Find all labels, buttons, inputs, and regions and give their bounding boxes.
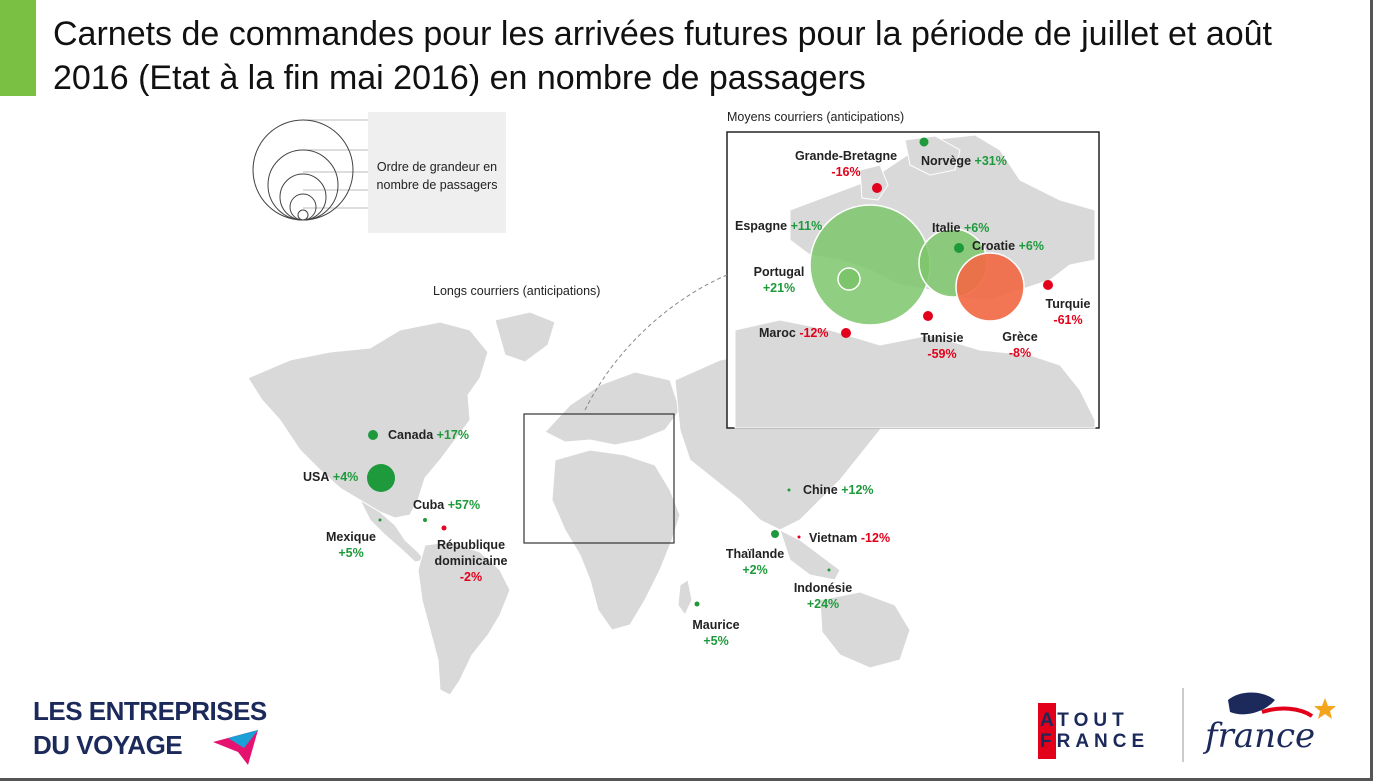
title-accent-bar — [0, 0, 36, 96]
label-republique-dominicaine: République dominicaine -2% — [434, 538, 508, 584]
marker-cuba — [423, 518, 427, 522]
marker-indonesie — [827, 568, 831, 572]
marker-usa — [367, 464, 395, 492]
marker-maurice — [694, 601, 700, 607]
zoom-connector-line — [584, 274, 728, 411]
label-croatie: Croatie +6% — [972, 239, 1044, 253]
legend-box — [368, 112, 506, 233]
page-title: Carnets de commandes pour les arrivées f… — [53, 15, 1273, 97]
marker-mexique — [378, 518, 382, 522]
section-medium-haul: Moyens courriers (anticipations) — [727, 110, 905, 124]
logo-arrow-accent — [228, 730, 258, 748]
marker-norvege — [919, 137, 929, 147]
inset-africa-land — [734, 319, 1096, 429]
legend-text: Ordre de grandeur en nombre de passagers — [376, 160, 498, 192]
legend-circles — [252, 119, 370, 221]
marker-espagne — [809, 204, 931, 326]
label-cuba: Cuba +57% — [413, 498, 481, 512]
marker-portugal — [837, 267, 861, 291]
label-tunisie: Tunisie -59% — [920, 331, 964, 361]
marker-republique-dominicaine — [441, 525, 447, 531]
label-thailande: Thaïlande +2% — [725, 547, 785, 577]
label-maroc: Maroc -12% — [759, 326, 829, 340]
australia-land — [819, 591, 911, 669]
label-norvege: Norvège +31% — [921, 154, 1007, 168]
marianne-red-stroke — [1261, 706, 1314, 718]
label-usa: USA +4% — [303, 470, 359, 484]
marker-chine — [787, 488, 791, 492]
label-grande-bretagne: Grande-Bretagne -16% — [794, 149, 898, 179]
label-maurice: Maurice +5% — [692, 618, 740, 648]
atout-red-block — [1038, 703, 1056, 759]
section-long-haul: Longs courriers (anticipations) — [433, 284, 601, 298]
greenland-land — [494, 311, 556, 363]
southeast-asia-land — [779, 529, 841, 581]
marker-grece — [955, 252, 1025, 322]
marker-grande-bretagne — [872, 183, 882, 193]
north-america-land — [247, 321, 489, 519]
marianne-profile-shape — [1228, 692, 1275, 715]
marker-canada — [368, 430, 378, 440]
label-vietnam: Vietnam -12% — [809, 531, 891, 545]
label-canada: Canada +17% — [388, 428, 469, 442]
label-indonesie: Indonésie +24% — [793, 581, 853, 611]
label-chine: Chine +12% — [803, 483, 874, 497]
europe-zoom-box — [523, 413, 675, 544]
marker-maroc — [841, 328, 851, 338]
marker-tunisie — [923, 311, 933, 321]
label-grece: Grèce -8% — [1002, 330, 1038, 360]
label-espagne: Espagne +11% — [735, 219, 823, 233]
inset-uk-land — [859, 164, 889, 201]
europe-land — [544, 371, 681, 446]
madagascar-land — [677, 579, 693, 616]
logo-atout-france: ATOUT FRANCE — [1040, 710, 1150, 752]
marker-thailande — [771, 530, 779, 538]
label-mexique: Mexique +5% — [325, 530, 376, 560]
logo-entreprises-du-voyage: LES ENTREPRISES DU VOYAGE — [33, 696, 267, 760]
star-icon — [1314, 698, 1336, 719]
marker-turquie — [1043, 280, 1053, 290]
label-turquie: Turquie -61% — [1045, 297, 1091, 327]
logo-france: france — [1205, 716, 1316, 756]
marker-vietnam — [797, 535, 801, 539]
inset-scandinavia-land — [904, 135, 961, 176]
label-italie: Italie +6% — [932, 221, 990, 235]
marker-croatie — [954, 243, 964, 253]
south-america-land — [417, 541, 511, 696]
africa-land — [551, 449, 681, 631]
label-portugal: Portugal +21% — [753, 265, 805, 295]
